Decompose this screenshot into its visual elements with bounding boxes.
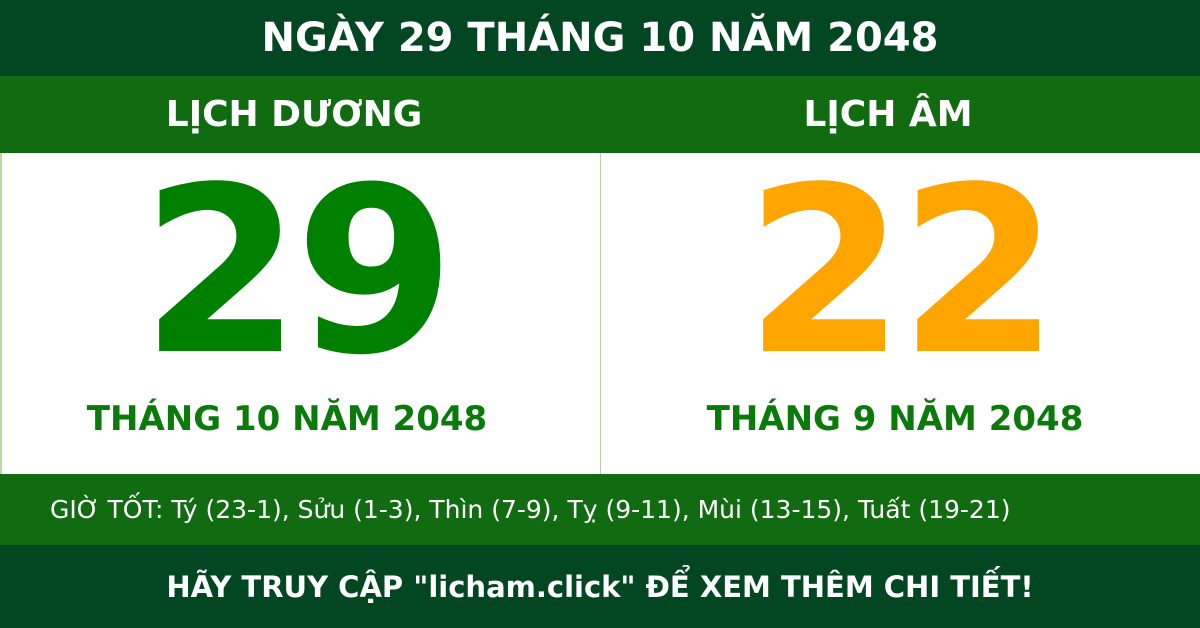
solar-column: 29 THÁNG 10 NĂM 2048: [0, 153, 600, 474]
lunar-column: 22 THÁNG 9 NĂM 2048: [600, 153, 1200, 474]
footer-cta: HÃY TRUY CẬP "licham.click" ĐỂ XEM THÊM …: [0, 545, 1200, 628]
solar-calendar-label: LỊCH DƯƠNG: [165, 94, 423, 135]
lunar-day: 22: [744, 139, 1059, 406]
lunar-calendar-label: LỊCH ÂM: [803, 94, 973, 135]
lunar-month-year: THÁNG 9 NĂM 2048: [706, 399, 1084, 439]
calendar-body: 29 THÁNG 10 NĂM 2048 22 THÁNG 9 NĂM 2048: [0, 153, 1200, 474]
calendar-headers: LỊCH DƯƠNG LỊCH ÂM: [0, 76, 1200, 153]
solar-month-year: THÁNG 10 NĂM 2048: [86, 399, 488, 439]
solar-day: 29: [140, 139, 455, 406]
good-hours: GIỜ TỐT: Tý (23-1), Sửu (1-3), Thìn (7-9…: [0, 474, 1200, 545]
page-title: NGÀY 29 THÁNG 10 NĂM 2048: [0, 0, 1200, 76]
